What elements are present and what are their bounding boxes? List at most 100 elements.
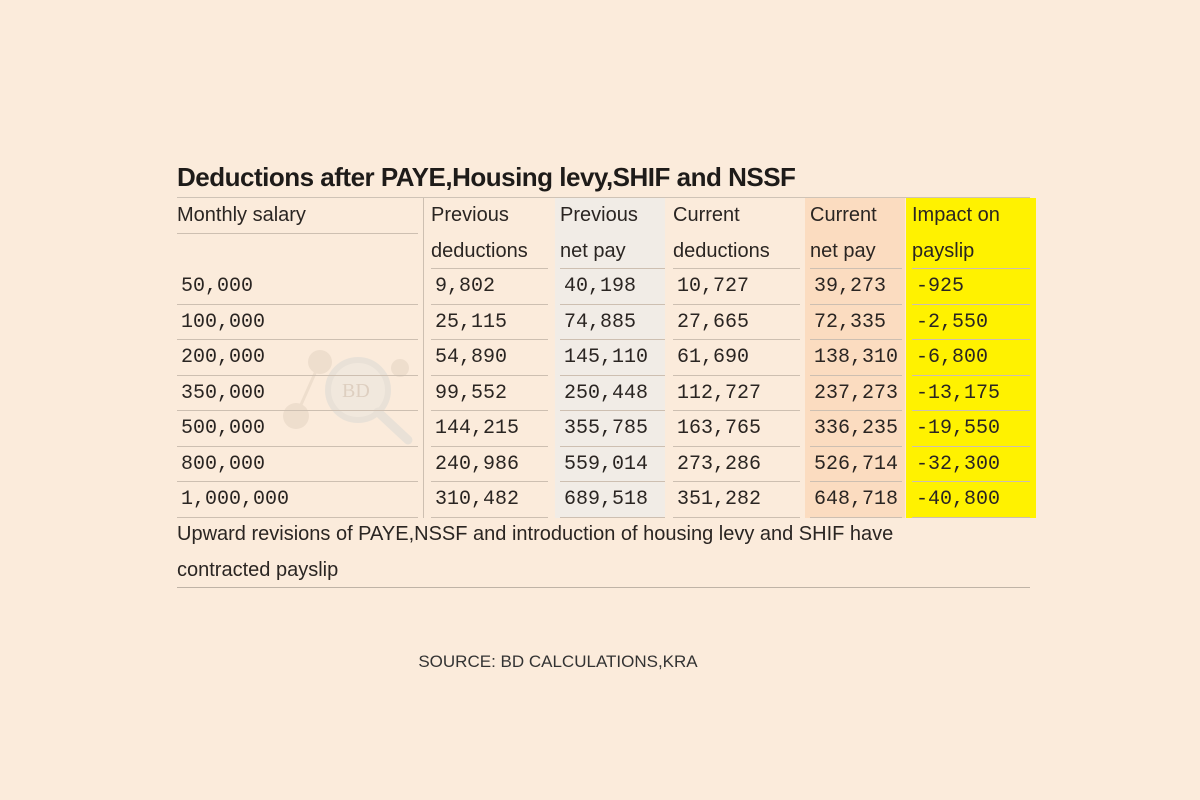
- table-cell-current-net-pay: 138,310: [814, 346, 899, 369]
- footnote-divider: [177, 587, 1030, 588]
- table-cell-current-deductions: 163,765: [677, 417, 762, 440]
- row-divider: [560, 268, 665, 269]
- table-cell-previous-deductions: 9,802: [435, 275, 496, 298]
- row-divider: [431, 268, 548, 269]
- table-cell-previous-net-pay: 355,785: [564, 417, 649, 440]
- row-divider: [912, 410, 1030, 411]
- row-divider: [912, 268, 1030, 269]
- table-cell-monthly-salary: 350,000: [181, 381, 266, 405]
- table-cell-monthly-salary: 1,000,000: [181, 488, 290, 511]
- row-divider: [810, 446, 902, 447]
- row-divider: [177, 517, 418, 518]
- row-divider: [810, 481, 902, 482]
- row-divider: [431, 446, 548, 447]
- row-divider: [912, 339, 1030, 340]
- previous-net-pay-column-bg: [555, 198, 665, 518]
- row-divider: [673, 410, 800, 411]
- row-divider: [560, 304, 665, 305]
- row-divider: [431, 410, 548, 411]
- header-previous-deductions-line1: Previous: [431, 204, 509, 226]
- row-divider: [810, 268, 902, 269]
- row-divider: [177, 339, 418, 340]
- row-divider: [177, 446, 418, 447]
- table-cell-current-net-pay: 72,335: [814, 310, 887, 334]
- row-divider: [177, 233, 418, 234]
- table-cell-impact-on-payslip: -925: [916, 275, 965, 298]
- current-net-pay-column-bg: [805, 198, 905, 518]
- table-cell-previous-deductions: 310,482: [435, 488, 520, 511]
- row-divider: [912, 446, 1030, 447]
- row-divider: [431, 517, 548, 518]
- footnote-line-2: contracted payslip: [177, 559, 339, 581]
- row-divider: [560, 375, 665, 376]
- table-cell-monthly-salary: 500,000: [181, 417, 266, 440]
- table-cell-previous-net-pay: 250,448: [564, 381, 649, 405]
- row-divider: [673, 446, 800, 447]
- table-cell-previous-net-pay: 559,014: [564, 452, 649, 476]
- table-cell-impact-on-payslip: -40,800: [916, 488, 1001, 511]
- table-cell-current-deductions: 61,690: [677, 346, 750, 369]
- header-previous-net-pay-line1: Previous: [560, 204, 638, 226]
- table-cell-impact-on-payslip: -13,175: [916, 381, 1001, 405]
- row-divider: [912, 517, 1030, 518]
- row-divider: [673, 375, 800, 376]
- row-divider: [431, 304, 548, 305]
- table-cell-previous-net-pay: 40,198: [564, 275, 637, 298]
- table-cell-previous-deductions: 54,890: [435, 346, 508, 369]
- row-divider: [177, 481, 418, 482]
- table-cell-current-deductions: 273,286: [677, 452, 762, 476]
- header-current-deductions-line1: Current: [673, 204, 740, 226]
- row-divider: [810, 339, 902, 340]
- table-cell-current-deductions: 351,282: [677, 488, 762, 511]
- table-cell-previous-deductions: 144,215: [435, 417, 520, 440]
- header-previous-deductions-line2: deductions: [431, 239, 528, 262]
- row-divider: [560, 410, 665, 411]
- table-cell-monthly-salary: 100,000: [181, 310, 266, 334]
- table-cell-previous-deductions: 25,115: [435, 310, 508, 334]
- table-cell-monthly-salary: 50,000: [181, 275, 254, 298]
- svg-text:BD: BD: [342, 380, 370, 402]
- row-divider: [810, 375, 902, 376]
- table-cell-previous-net-pay: 689,518: [564, 488, 649, 511]
- row-divider: [810, 410, 902, 411]
- table-cell-impact-on-payslip: -2,550: [916, 310, 989, 334]
- row-divider: [431, 339, 548, 340]
- column-divider: [423, 198, 424, 518]
- table-cell-current-net-pay: 526,714: [814, 452, 899, 476]
- table-cell-previous-deductions: 99,552: [435, 381, 508, 405]
- row-divider: [673, 339, 800, 340]
- row-divider: [177, 304, 418, 305]
- table-cell-previous-deductions: 240,986: [435, 452, 520, 476]
- table-cell-current-net-pay: 648,718: [814, 488, 899, 511]
- table-cell-monthly-salary: 800,000: [181, 452, 266, 476]
- table-cell-previous-net-pay: 145,110: [564, 346, 649, 369]
- table-cell-current-net-pay: 39,273: [814, 275, 887, 298]
- header-current-net-pay-line1: Current: [810, 204, 877, 226]
- header-current-deductions-line2: deductions: [673, 239, 770, 262]
- table-cell-previous-net-pay: 74,885: [564, 310, 637, 334]
- header-current-net-pay-line2: net pay: [810, 239, 876, 262]
- header-impact-on-payslip-line1: Impact on: [912, 204, 1000, 226]
- title-divider: [177, 197, 1030, 198]
- row-divider: [431, 375, 548, 376]
- row-divider: [177, 375, 418, 376]
- row-divider: [177, 410, 418, 411]
- row-divider: [673, 304, 800, 305]
- table-cell-monthly-salary: 200,000: [181, 346, 266, 369]
- table-cell-impact-on-payslip: -6,800: [916, 346, 989, 369]
- source-credit: SOURCE: BD CALCULATIONS,KRA: [418, 652, 698, 671]
- table-cell-current-net-pay: 336,235: [814, 417, 899, 440]
- row-divider: [560, 339, 665, 340]
- header-monthly-salary-line1: Monthly salary: [177, 204, 306, 226]
- row-divider: [912, 375, 1030, 376]
- header-previous-net-pay-line2: net pay: [560, 239, 626, 262]
- row-divider: [673, 517, 800, 518]
- table-cell-current-net-pay: 237,273: [814, 381, 899, 405]
- row-divider: [912, 481, 1030, 482]
- row-divider: [431, 481, 548, 482]
- header-impact-on-payslip-line2: payslip: [912, 239, 975, 262]
- row-divider: [560, 517, 665, 518]
- row-divider: [673, 481, 800, 482]
- row-divider: [673, 268, 800, 269]
